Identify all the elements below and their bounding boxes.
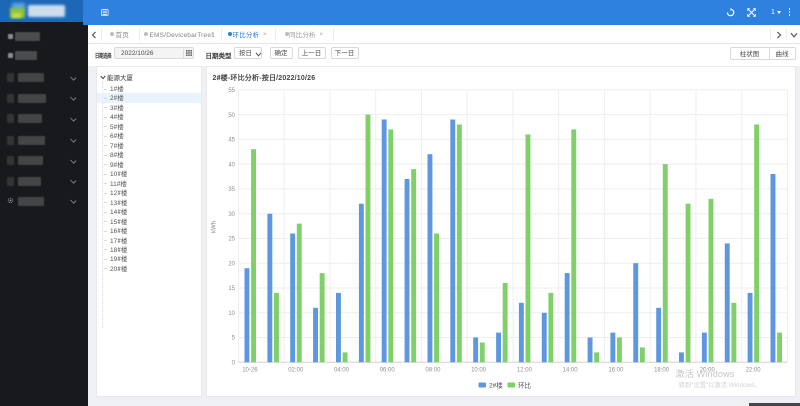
svg-text:40: 40	[228, 159, 235, 168]
svg-text:0: 0	[231, 358, 235, 367]
svg-text:10-26: 10-26	[242, 365, 258, 374]
svg-text:25: 25	[228, 234, 235, 243]
svg-text:08:00: 08:00	[425, 365, 441, 374]
svg-text:15: 15	[228, 283, 235, 292]
svg-text:5: 5	[231, 333, 235, 342]
svg-text:35: 35	[228, 184, 235, 193]
svg-text:环比: 环比	[518, 380, 532, 390]
svg-text:16:00: 16:00	[608, 365, 624, 374]
svg-text:22:00: 22:00	[745, 365, 761, 374]
svg-text:20: 20	[228, 258, 235, 267]
svg-text:06:00: 06:00	[379, 365, 395, 374]
svg-text:20:00: 20:00	[699, 365, 715, 374]
svg-text:2#楼: 2#楼	[489, 380, 503, 390]
svg-text:30: 30	[228, 209, 235, 218]
svg-text:18:00: 18:00	[654, 365, 670, 374]
svg-text:04:00: 04:00	[333, 365, 349, 374]
svg-text:02:00: 02:00	[288, 365, 304, 374]
svg-text:50: 50	[228, 110, 235, 119]
svg-text:10:00: 10:00	[471, 365, 487, 374]
svg-text:12:00: 12:00	[516, 365, 532, 374]
svg-text:kWh: kWh	[208, 221, 217, 233]
svg-text:14:00: 14:00	[562, 365, 578, 374]
svg-text:55: 55	[228, 85, 235, 94]
svg-text:10: 10	[228, 308, 235, 317]
svg-text:45: 45	[228, 135, 235, 144]
